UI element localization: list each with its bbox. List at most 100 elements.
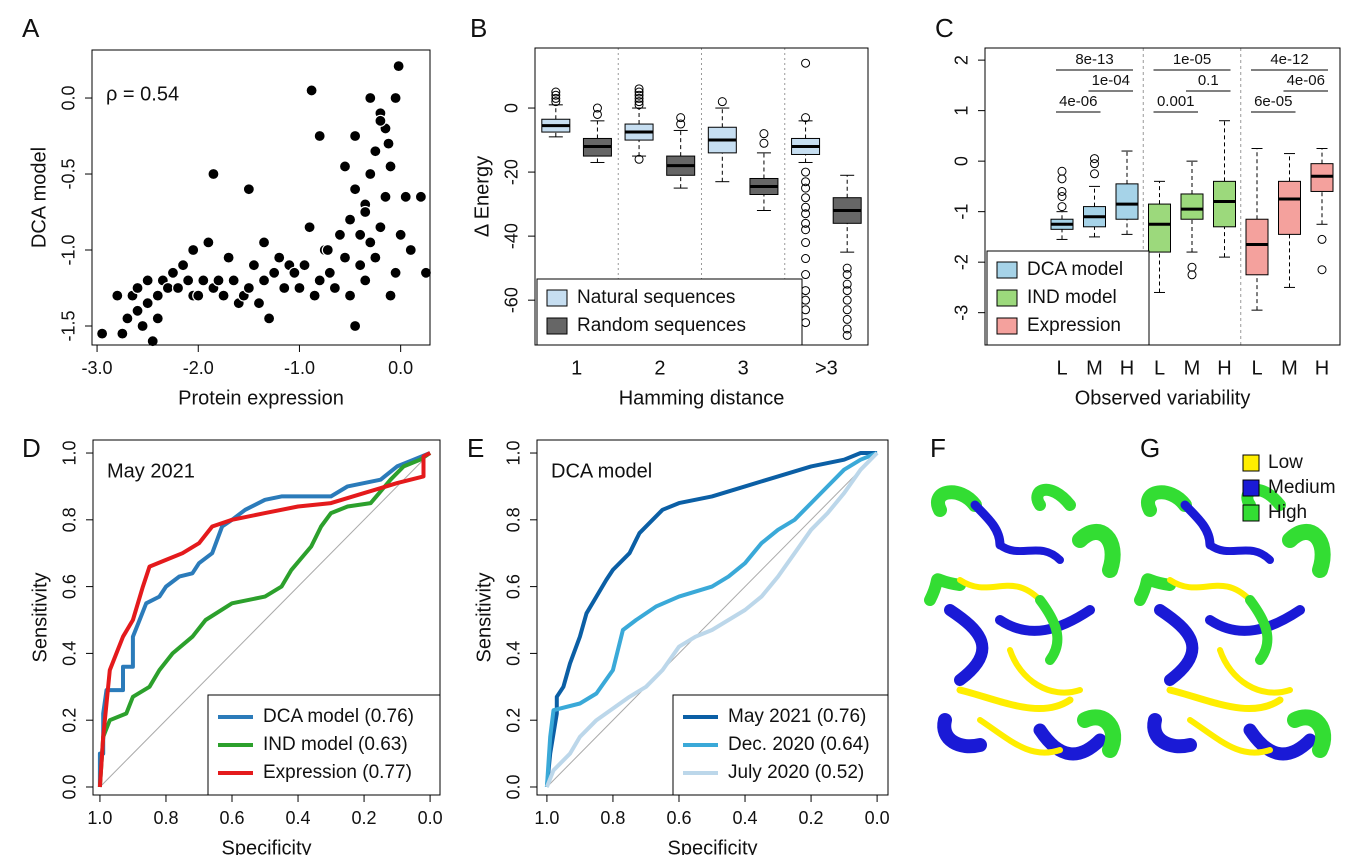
y-tick-label: 0.6 <box>60 574 80 599</box>
y-tick-label: 0.4 <box>504 641 524 666</box>
outlier <box>842 279 852 289</box>
point <box>182 274 195 287</box>
point <box>171 281 185 295</box>
legend-swatch <box>996 317 1018 335</box>
outlier <box>1057 202 1067 212</box>
x-tick-label: 2 <box>654 357 665 379</box>
comparison-label: 4e-06 <box>1059 93 1097 110</box>
point <box>338 251 352 264</box>
point <box>247 259 261 272</box>
point <box>288 266 301 279</box>
x-tick-label: H <box>1315 357 1329 379</box>
x-tick-label: -2.0 <box>183 358 214 378</box>
point <box>399 190 412 203</box>
legend-label: May 2021 (0.76) <box>728 706 866 727</box>
outlier <box>842 263 852 273</box>
outlier <box>842 314 852 324</box>
y-tick-label: -20 <box>502 159 522 185</box>
panel-letter: C <box>935 13 954 43</box>
point <box>298 259 311 272</box>
point <box>192 289 205 302</box>
outlier <box>634 93 644 103</box>
y-tick-label: 0.4 <box>60 641 80 666</box>
outlier <box>842 286 852 296</box>
point <box>419 266 433 279</box>
y-tick-label: 0.8 <box>504 507 524 532</box>
y-tick-label: -1.0 <box>59 234 79 265</box>
box <box>1180 193 1204 220</box>
legend-swatch <box>546 289 568 307</box>
annotation: DCA model <box>551 460 652 482</box>
outlier <box>1090 169 1099 179</box>
x-tick-label: L <box>1056 357 1067 379</box>
y-tick-label: -2 <box>952 254 972 270</box>
annotation: May 2021 <box>107 460 195 482</box>
x-tick-label: 1.0 <box>87 808 112 828</box>
x-tick-label: 0.6 <box>666 808 691 828</box>
x-axis-title: Protein expression <box>178 387 344 409</box>
box <box>1245 218 1269 276</box>
y-tick-label: -40 <box>502 223 522 249</box>
point <box>343 289 357 302</box>
x-tick-label: -3.0 <box>82 358 113 378</box>
comparison-label: 8e-13 <box>1075 51 1113 68</box>
y-tick-label: 0.2 <box>504 708 524 733</box>
legend-label: DCA model <box>1027 259 1123 280</box>
point <box>364 236 377 249</box>
y-tick-label: 0.2 <box>60 708 80 733</box>
point <box>227 274 240 287</box>
legend-label: DCA model (0.76) <box>263 706 414 727</box>
comparison-label: 1e-05 <box>1173 51 1211 68</box>
comparison-label: 4e-06 <box>1287 72 1325 89</box>
point <box>222 251 235 264</box>
point <box>343 213 357 226</box>
legend-swatch <box>1242 454 1260 472</box>
point <box>313 129 326 143</box>
point <box>116 327 129 340</box>
x-tick-label: L <box>1154 357 1165 379</box>
roc-curve <box>97 451 432 788</box>
legend-label: Expression (0.77) <box>263 762 412 783</box>
outlier <box>801 209 811 219</box>
point <box>242 183 255 196</box>
point <box>349 183 362 196</box>
outlier <box>801 295 811 305</box>
point <box>136 319 149 333</box>
point <box>323 266 336 279</box>
reference-line <box>99 452 431 788</box>
point <box>354 228 367 241</box>
y-axis-title: DCA model <box>28 147 50 248</box>
outlier <box>551 93 561 103</box>
point <box>151 289 164 302</box>
y-tick-label: 0 <box>502 103 522 113</box>
point <box>328 281 341 295</box>
annotation: ρ = 0.54 <box>106 83 179 105</box>
point <box>121 312 134 325</box>
point <box>349 129 362 143</box>
point <box>389 266 402 279</box>
outlier <box>801 254 811 264</box>
point <box>305 84 318 97</box>
outlier <box>842 324 852 334</box>
panel-letter: F <box>930 433 946 463</box>
legend-label: Low <box>1268 452 1303 473</box>
x-tick-label: 0.6 <box>219 808 244 828</box>
point <box>374 221 387 234</box>
point <box>252 297 266 310</box>
point <box>389 91 402 105</box>
point <box>111 289 124 302</box>
point <box>202 236 215 249</box>
legend-swatch <box>1242 479 1260 497</box>
panel-letter: A <box>22 13 40 43</box>
outlier <box>801 183 811 193</box>
legend-swatch <box>1242 504 1260 522</box>
x-axis-title: Observed variability <box>1075 387 1251 409</box>
x-tick-label: M <box>1184 357 1201 379</box>
point <box>384 160 397 173</box>
outlier <box>634 90 644 100</box>
legend-label: IND model <box>1027 287 1117 308</box>
outlier <box>634 84 644 94</box>
outlier <box>634 87 644 97</box>
comparison-label: 0.1 <box>1198 72 1219 89</box>
outlier <box>801 225 811 235</box>
